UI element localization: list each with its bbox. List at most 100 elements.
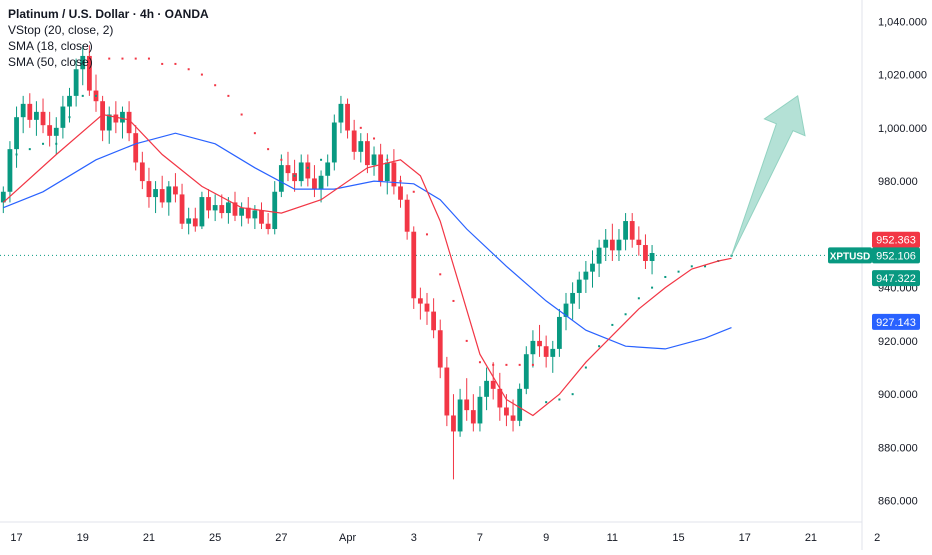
candle[interactable]: [510, 399, 516, 432]
candle[interactable]: [570, 282, 576, 320]
candle[interactable]: [457, 388, 463, 437]
candle[interactable]: [192, 207, 198, 232]
legend-indicator-vstop[interactable]: VStop (20, close, 2): [8, 23, 114, 37]
candle[interactable]: [358, 133, 364, 163]
candle[interactable]: [325, 154, 331, 187]
candle[interactable]: [417, 287, 423, 320]
candle[interactable]: [146, 167, 152, 208]
candle[interactable]: [603, 229, 609, 261]
candle[interactable]: [14, 106, 19, 168]
candle[interactable]: [643, 234, 648, 269]
candle[interactable]: [93, 74, 99, 112]
candle[interactable]: [490, 362, 496, 400]
candle[interactable]: [477, 386, 483, 432]
candle[interactable]: [0, 186, 6, 214]
candle[interactable]: [179, 183, 185, 230]
candle[interactable]: [312, 165, 317, 198]
candle[interactable]: [424, 292, 430, 325]
candle[interactable]: [331, 114, 337, 171]
candle[interactable]: [537, 324, 542, 357]
candle[interactable]: [351, 119, 357, 160]
candle[interactable]: [464, 378, 470, 421]
candle[interactable]: [166, 181, 172, 216]
candle[interactable]: [444, 356, 450, 427]
projection-arrow[interactable]: [731, 95, 806, 256]
candle[interactable]: [404, 194, 410, 240]
candle[interactable]: [259, 202, 264, 230]
candle[interactable]: [365, 133, 370, 174]
candle[interactable]: [27, 93, 33, 128]
candle[interactable]: [497, 372, 503, 421]
candle[interactable]: [53, 117, 59, 155]
candle[interactable]: [318, 170, 324, 203]
candle[interactable]: [245, 197, 251, 224]
candle[interactable]: [100, 95, 106, 142]
candle[interactable]: [225, 197, 231, 224]
candle[interactable]: [186, 207, 192, 235]
candle[interactable]: [636, 226, 642, 256]
candle[interactable]: [153, 181, 158, 214]
candle[interactable]: [391, 149, 397, 195]
candle[interactable]: [609, 223, 615, 261]
candle[interactable]: [285, 151, 291, 182]
candle[interactable]: [556, 308, 562, 357]
candle[interactable]: [623, 213, 628, 251]
candle[interactable]: [629, 213, 635, 248]
candle[interactable]: [530, 330, 536, 368]
candle[interactable]: [384, 154, 390, 195]
candle[interactable]: [232, 191, 238, 222]
candle[interactable]: [133, 125, 139, 171]
candle[interactable]: [649, 245, 655, 275]
candle[interactable]: [265, 213, 271, 235]
candle[interactable]: [278, 154, 284, 198]
candle[interactable]: [576, 271, 582, 309]
candle[interactable]: [338, 95, 344, 134]
candle[interactable]: [173, 173, 178, 203]
candle[interactable]: [80, 45, 86, 86]
candle[interactable]: [543, 335, 549, 368]
sma50-line[interactable]: [3, 132, 732, 350]
candle[interactable]: [345, 98, 350, 139]
candle[interactable]: [451, 394, 456, 480]
candle[interactable]: [219, 194, 225, 219]
candle[interactable]: [47, 111, 53, 147]
candle[interactable]: [60, 95, 66, 139]
candle[interactable]: [298, 154, 304, 187]
candle[interactable]: [206, 189, 211, 219]
candle[interactable]: [20, 95, 26, 134]
candle[interactable]: [517, 383, 523, 427]
candle[interactable]: [590, 250, 595, 288]
legend-indicator-sma18[interactable]: SMA (18, close): [8, 39, 93, 53]
candle[interactable]: [523, 346, 529, 395]
candle[interactable]: [470, 394, 476, 432]
candle[interactable]: [86, 45, 92, 96]
candle[interactable]: [120, 106, 125, 139]
candle[interactable]: [272, 181, 278, 235]
candle[interactable]: [596, 239, 602, 277]
candle[interactable]: [34, 101, 39, 136]
candle[interactable]: [7, 141, 13, 203]
candle[interactable]: [199, 191, 205, 230]
candle[interactable]: [371, 146, 377, 176]
candle[interactable]: [40, 98, 46, 134]
sma18-line[interactable]: [2, 113, 732, 417]
candle[interactable]: [437, 319, 443, 379]
candle[interactable]: [431, 298, 437, 339]
candle[interactable]: [239, 202, 245, 227]
candle[interactable]: [73, 58, 79, 107]
candle[interactable]: [212, 194, 218, 222]
candle[interactable]: [252, 205, 258, 230]
legend-indicator-sma50[interactable]: SMA (50, close): [8, 55, 93, 69]
symbol-badge[interactable]: XPTUSD: [828, 247, 872, 264]
candle[interactable]: [159, 175, 165, 208]
candle[interactable]: [106, 106, 112, 144]
candle[interactable]: [563, 292, 569, 331]
candle[interactable]: [139, 151, 145, 190]
candle[interactable]: [411, 226, 417, 309]
candle[interactable]: [616, 229, 622, 261]
candle[interactable]: [126, 101, 132, 142]
candle[interactable]: [484, 367, 489, 411]
candle[interactable]: [583, 261, 589, 293]
